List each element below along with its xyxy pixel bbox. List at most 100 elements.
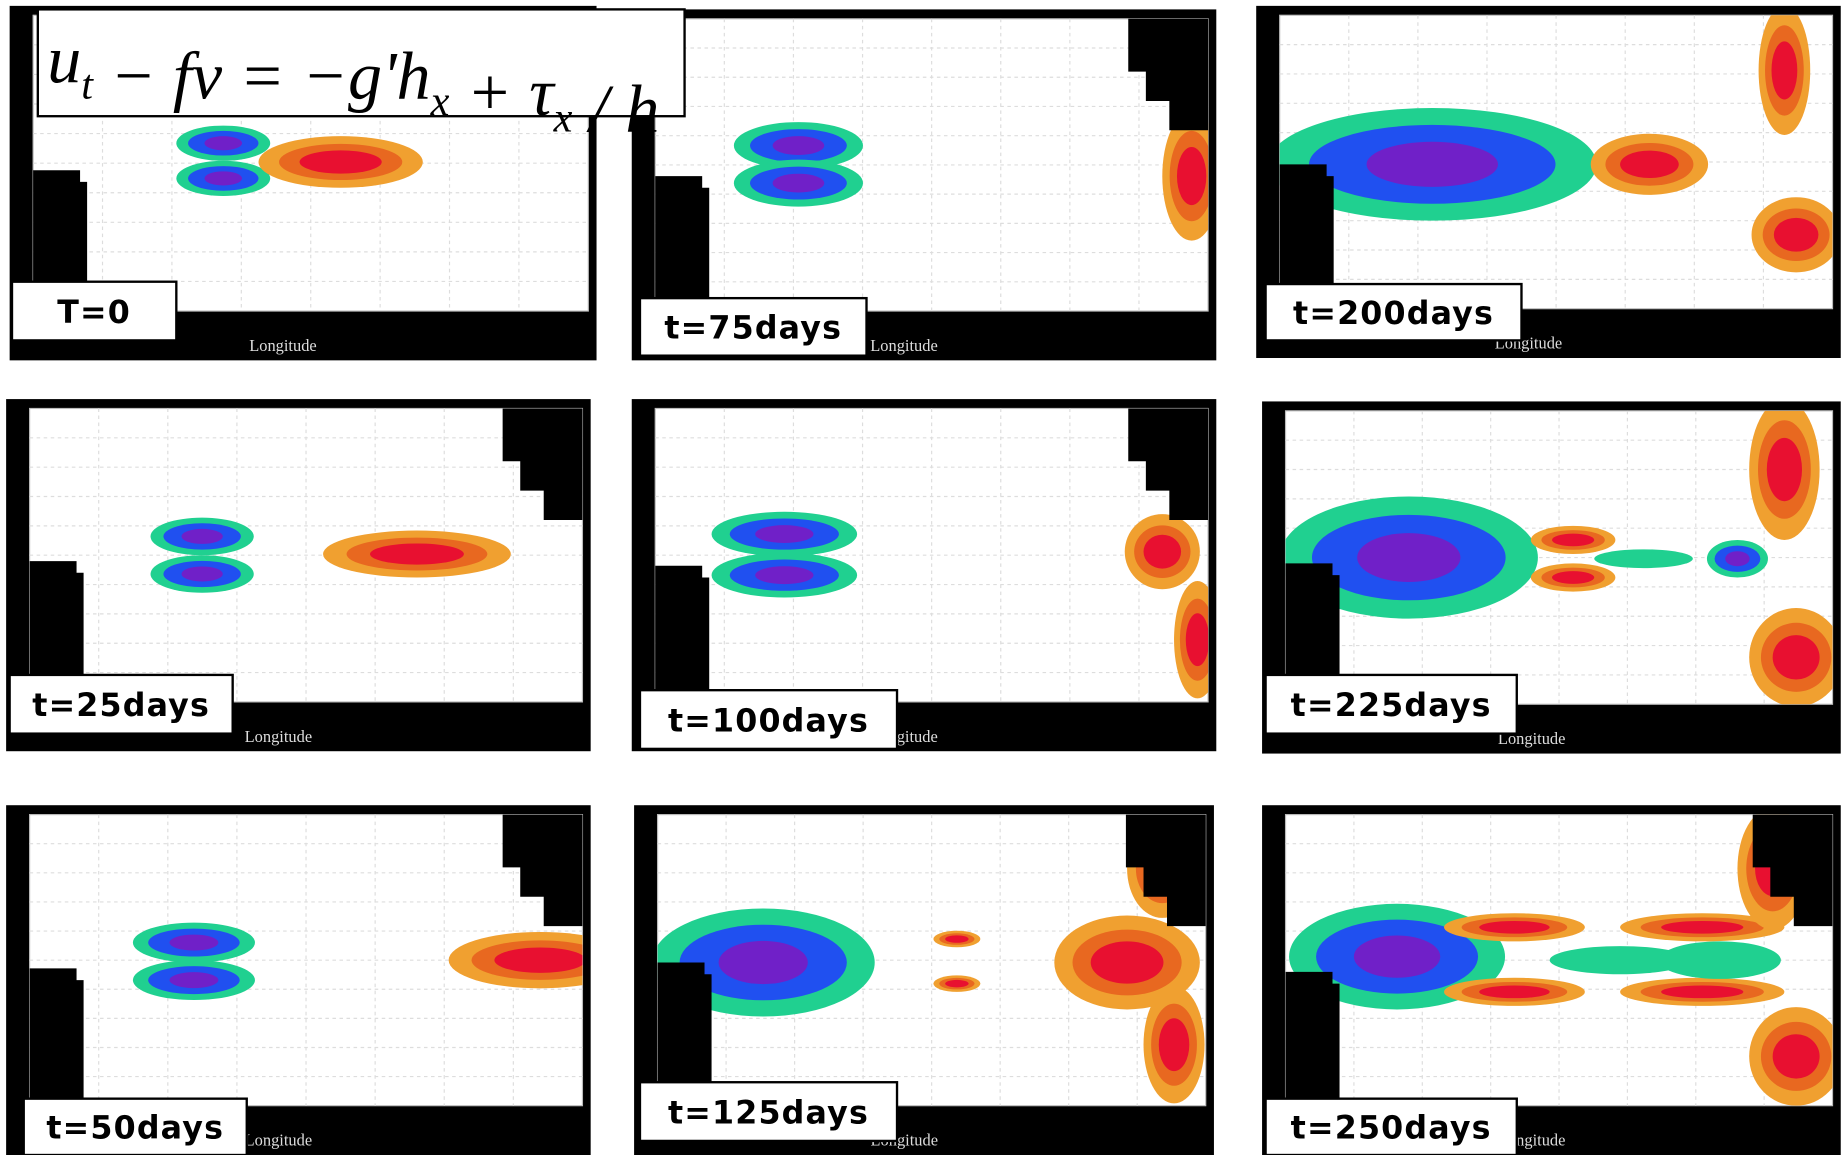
contour: [1772, 635, 1820, 680]
contour: [1479, 920, 1550, 934]
contour: [718, 940, 808, 985]
contour: [1773, 217, 1819, 252]
contours: [176, 125, 423, 197]
contour: [204, 136, 243, 151]
contour: [1661, 985, 1744, 999]
coast: [1285, 971, 1340, 1106]
coast: [657, 962, 712, 1106]
x-axis-label: Longitude: [870, 336, 937, 355]
contour: [1594, 549, 1693, 569]
contour: [1357, 533, 1461, 582]
contour: [1090, 941, 1164, 984]
contours: [1285, 410, 1833, 705]
equation-term: / h: [572, 70, 659, 146]
contour: [1366, 141, 1498, 187]
panel-label: t=250days: [1291, 1111, 1492, 1147]
contour: [1176, 147, 1207, 206]
coast: [655, 565, 710, 702]
coast: [1125, 814, 1206, 927]
label-box: [1264, 673, 1518, 735]
coast: [1128, 18, 1209, 131]
contour: [169, 934, 219, 951]
equation-subscript: x: [553, 94, 573, 141]
panel-label: t=75days: [664, 311, 842, 347]
panel: Longitude t=50days: [6, 805, 591, 1155]
contours: [132, 922, 583, 1001]
coast: [29, 968, 84, 1106]
coast: [33, 170, 88, 312]
contour: [1766, 437, 1803, 502]
contours: [1279, 15, 1833, 273]
panel: Longitude t=25days: [6, 399, 591, 752]
coast: [29, 561, 84, 702]
label-box: [1264, 282, 1523, 342]
label-box: [1264, 1097, 1518, 1155]
contour: [945, 935, 969, 943]
contour: [204, 171, 243, 186]
contour: [181, 528, 223, 544]
contour: [1771, 41, 1798, 100]
panel-label: t=25days: [32, 688, 210, 724]
equation-subscript: x: [430, 78, 450, 125]
contour: [369, 543, 464, 565]
equation-box: ut − fv = −g'hx + τx / h: [36, 8, 686, 146]
contour: [1158, 1018, 1190, 1072]
panel-label: t=200days: [1293, 296, 1494, 332]
panel: Longitude t=75days: [631, 9, 1217, 361]
coast: [1285, 563, 1340, 705]
contour: [299, 150, 382, 174]
x-axis-label: Longitude: [245, 727, 313, 746]
contours: [733, 111, 1209, 241]
coast: [1128, 408, 1209, 520]
panel-label: t=125days: [668, 1095, 869, 1131]
contour: [1725, 551, 1750, 567]
coast: [1752, 814, 1833, 927]
contour: [1143, 534, 1182, 569]
contour: [945, 979, 969, 988]
contour: [1661, 920, 1744, 934]
equation-term: − fv = −g'h: [93, 38, 431, 114]
coast: [655, 176, 710, 312]
coast: [502, 408, 583, 520]
contour: [1185, 613, 1209, 667]
x-axis-label: Longitude: [249, 336, 316, 355]
panel-label: t=50days: [46, 1111, 224, 1147]
contour: [755, 566, 814, 585]
contour: [181, 566, 223, 582]
equation-subscript: t: [81, 62, 94, 109]
label-box: [22, 1097, 248, 1155]
panel-label: T=0: [57, 295, 131, 331]
contour: [772, 173, 825, 193]
contour: [1658, 941, 1781, 979]
equation: ut − fv = −g'hx + τx / h: [47, 21, 659, 146]
label-box: [638, 689, 899, 751]
panel-label: t=100days: [668, 703, 869, 739]
contour: [1479, 985, 1550, 999]
x-axis-label: Longitude: [245, 1131, 313, 1150]
equation-term: u: [47, 21, 81, 97]
equation-term: + τ: [449, 54, 556, 130]
panel-label: t=225days: [1291, 688, 1492, 724]
contour: [1551, 571, 1595, 584]
contour: [1549, 946, 1691, 975]
contour: [1772, 1034, 1820, 1079]
contours: [711, 511, 1209, 699]
contour: [772, 136, 825, 155]
label-box: [638, 296, 868, 357]
contour: [1620, 150, 1679, 179]
contours: [150, 517, 511, 593]
contour: [494, 947, 583, 973]
label-box: [8, 673, 234, 735]
contour: [1353, 935, 1441, 978]
label-box: [638, 1081, 899, 1143]
coast: [1279, 164, 1334, 309]
contour: [1551, 533, 1595, 547]
contour: [755, 525, 814, 543]
coast: [502, 814, 583, 927]
